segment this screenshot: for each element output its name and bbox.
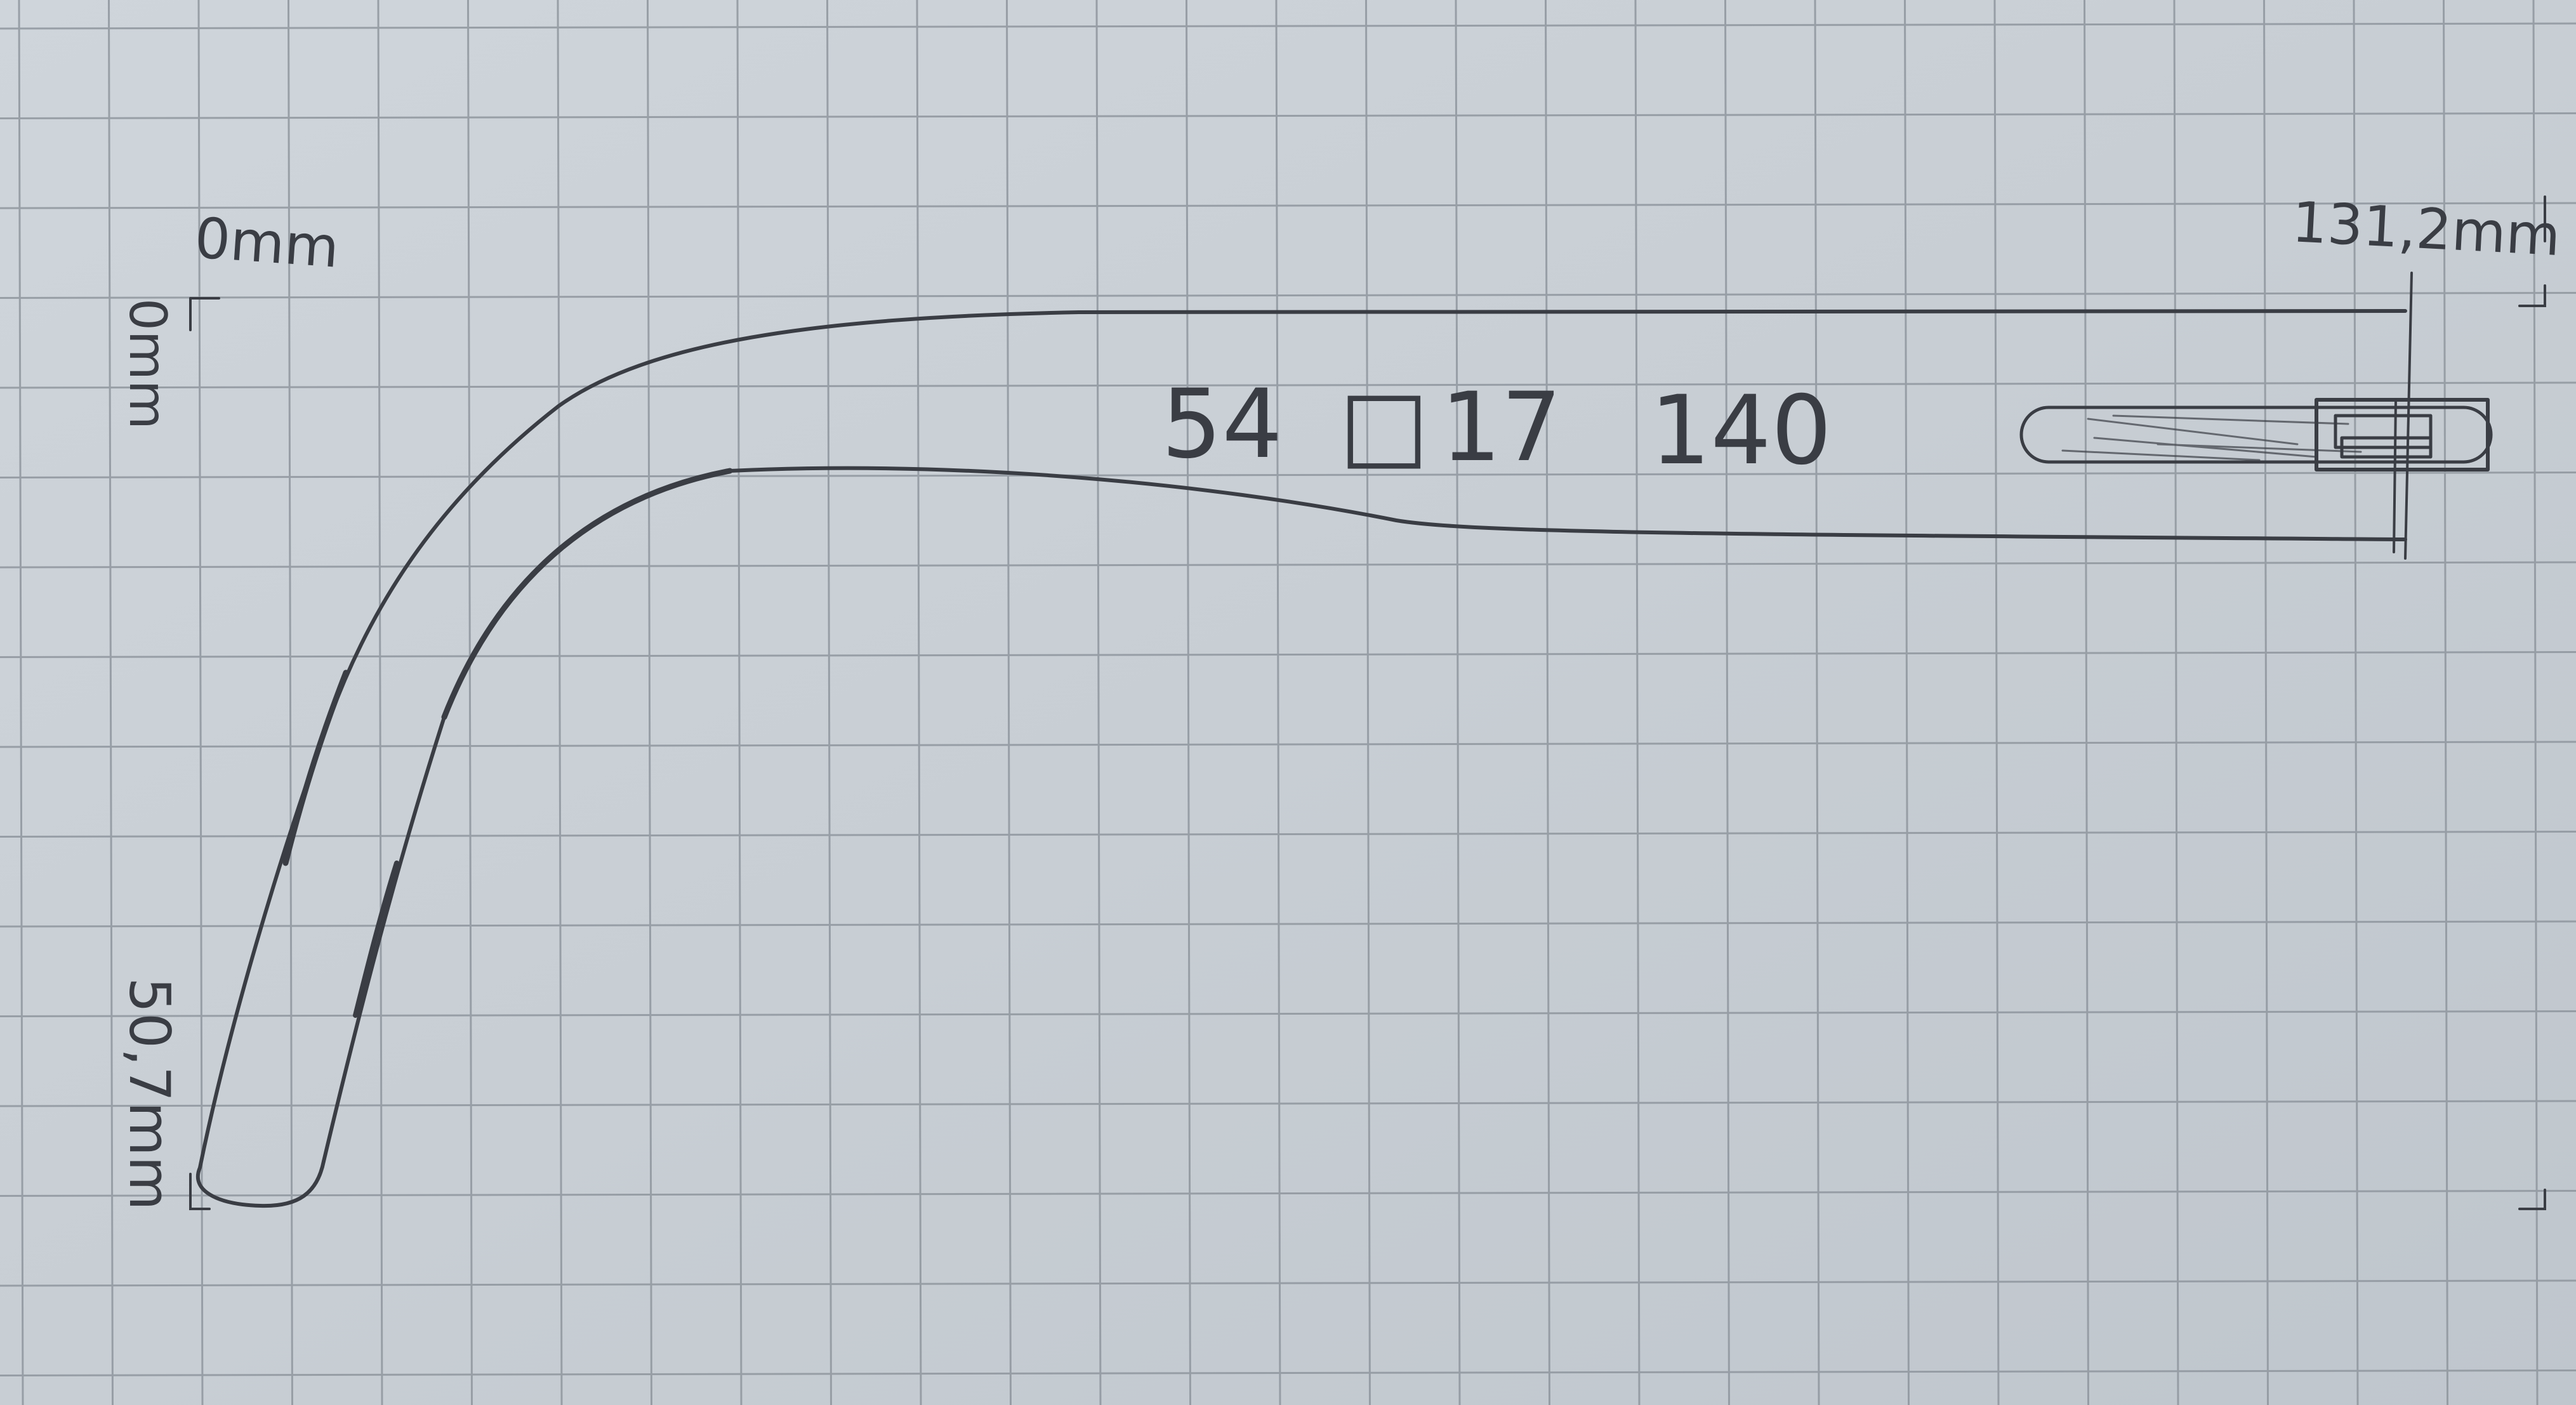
hinge-pin-line <box>2393 272 2413 560</box>
grid-line-horizontal <box>0 472 2576 478</box>
y-origin-label: 0mm <box>118 298 177 430</box>
lens-width-marking: 54 <box>1161 369 1283 480</box>
grid-line-vertical <box>287 0 293 1405</box>
grid-line-horizontal <box>0 831 2576 838</box>
grid-line-horizontal <box>0 202 2576 209</box>
inner-edge-emphasis <box>441 468 733 720</box>
grid-line-vertical <box>1993 0 2000 1405</box>
grid-line-vertical <box>2263 0 2269 1405</box>
x-end-label: 131,2mm <box>2290 189 2562 268</box>
hinge-barrel-inner <box>2334 414 2433 449</box>
grid-line-horizontal <box>0 1010 2576 1017</box>
size-marking: 54 □ 17 140 <box>1161 369 1832 486</box>
bottom-right-tick <box>2518 1189 2546 1210</box>
outer-edge-emphasis <box>282 670 349 866</box>
bottom-left-tick <box>189 1173 211 1210</box>
inner-edge-emphasis-2 <box>353 861 399 1018</box>
y-end-label: 50,7mm <box>117 977 182 1210</box>
grid-line-vertical <box>2173 0 2179 1405</box>
grid-line-vertical <box>736 0 743 1405</box>
temple-inner-edge <box>322 466 2407 1163</box>
grid-line-vertical <box>916 0 922 1405</box>
bridge-width-marking: 17 <box>1441 373 1562 483</box>
hinge-slot <box>2019 406 2493 464</box>
grid-line-horizontal <box>0 1190 2576 1197</box>
grid-line-vertical <box>2532 0 2539 1405</box>
grid-line-horizontal <box>0 112 2576 119</box>
grid-line-vertical <box>1006 0 1012 1405</box>
grid-line-vertical <box>467 0 473 1405</box>
grid-line-horizontal <box>0 561 2576 569</box>
grid-line-horizontal <box>0 22 2576 30</box>
grid-line-vertical <box>18 0 24 1405</box>
grid-line-horizontal <box>0 1279 2576 1287</box>
hinge-barrel-inner-2 <box>2340 436 2433 459</box>
grid-line-horizontal <box>0 1100 2576 1107</box>
grid-line-vertical <box>2084 0 2089 1405</box>
origin-tick <box>189 297 220 331</box>
grid-line-horizontal <box>0 381 2576 389</box>
grid-line-horizontal <box>0 292 2576 299</box>
grid-line-vertical <box>1904 0 1910 1405</box>
grid-line-vertical <box>647 0 652 1405</box>
grid-line-vertical <box>1275 0 1281 1405</box>
grid-line-horizontal <box>0 651 2576 658</box>
grid-line-vertical <box>1634 0 1641 1405</box>
grid-line-vertical <box>1365 0 1371 1405</box>
grid-line-vertical <box>197 0 204 1405</box>
grid-line-horizontal <box>0 741 2576 748</box>
grid-line-vertical <box>826 0 832 1405</box>
grid-line-vertical <box>1095 0 1102 1405</box>
grid-line-vertical <box>108 0 114 1405</box>
grid-line-vertical <box>1724 0 1730 1405</box>
top-right-tick <box>2518 284 2546 307</box>
grid-line-vertical <box>2353 0 2359 1405</box>
grid-line-vertical <box>1814 0 1820 1405</box>
dimension-ticks <box>189 195 2546 1210</box>
temple-arm-drawing <box>195 272 2493 1208</box>
hinge-barrel <box>2315 398 2490 472</box>
grid-line-vertical <box>1455 0 1461 1405</box>
grid-line-vertical <box>557 0 563 1405</box>
grid-line-vertical <box>2443 0 2448 1405</box>
grid-line-horizontal <box>0 920 2576 928</box>
grid-line-vertical <box>377 0 383 1405</box>
grid-line-vertical <box>1186 0 1191 1405</box>
bridge-symbol: □ <box>1339 369 1429 480</box>
grid-line-vertical <box>1545 0 1550 1405</box>
x-origin-label: 0mm <box>193 205 341 280</box>
grid-line-horizontal <box>0 1369 2576 1376</box>
temple-length-marking: 140 <box>1650 376 1832 486</box>
hinge-hatching <box>2061 414 2362 461</box>
